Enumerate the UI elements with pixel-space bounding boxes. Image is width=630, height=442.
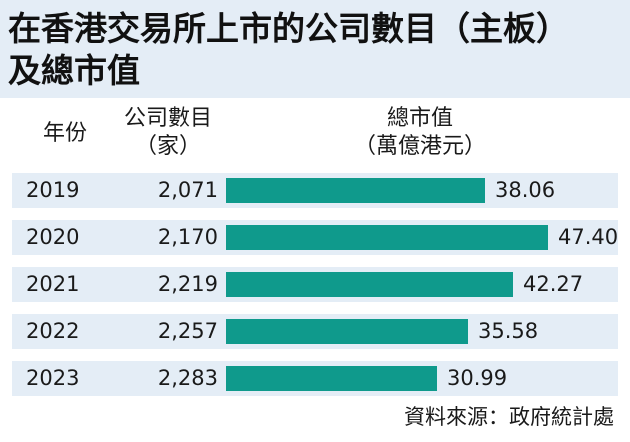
market-cap-bar	[226, 178, 485, 203]
header-market-cap: 總市值 （萬億港元）	[335, 105, 505, 161]
table-row: 2021 2,219 42.27	[12, 267, 618, 302]
year-label: 2022	[26, 319, 80, 343]
company-count-value: 2,257	[157, 319, 218, 343]
header-company-count: 公司數目 （家）	[112, 105, 224, 161]
market-cap-bar	[226, 272, 513, 297]
header-market-cap-label: 總市值	[386, 106, 453, 131]
market-cap-value-label: 30.99	[447, 366, 508, 390]
table-row: 2022 2,257 35.58	[12, 314, 618, 349]
table-row: 2023 2,283 30.99	[12, 361, 618, 396]
table-row: 2020 2,170 47.40	[12, 220, 618, 255]
year-label: 2023	[26, 366, 80, 390]
table-row: 2019 2,071 38.06	[12, 173, 618, 208]
market-cap-bar	[226, 319, 468, 344]
year-label: 2019	[26, 178, 80, 202]
year-label: 2020	[26, 225, 80, 249]
market-cap-value-label: 47.40	[558, 225, 619, 249]
market-cap-value-label: 42.27	[523, 272, 584, 296]
chart-title-line-2: 及總市值	[8, 51, 140, 90]
title-box: 在香港交易所上市的公司數目（主板） 及總市值	[0, 0, 630, 98]
market-cap-bar	[226, 366, 437, 391]
header-company-count-unit: （家）	[134, 134, 201, 159]
header-market-cap-unit: （萬億港元）	[353, 134, 486, 159]
company-count-value: 2,283	[157, 366, 218, 390]
header-year: 年份	[42, 121, 87, 146]
company-count-value: 2,219	[157, 272, 218, 296]
year-label: 2021	[26, 272, 80, 296]
source-note: 資料來源：政府統計處	[404, 405, 614, 429]
header-company-count-label: 公司數目	[123, 106, 212, 131]
market-cap-bar	[226, 225, 548, 250]
market-cap-value-label: 38.06	[495, 178, 556, 202]
chart-title-line-1: 在香港交易所上市的公司數目（主板）	[8, 9, 569, 48]
market-cap-value-label: 35.58	[478, 319, 539, 343]
company-count-value: 2,170	[157, 225, 218, 249]
company-count-value: 2,071	[157, 178, 218, 202]
